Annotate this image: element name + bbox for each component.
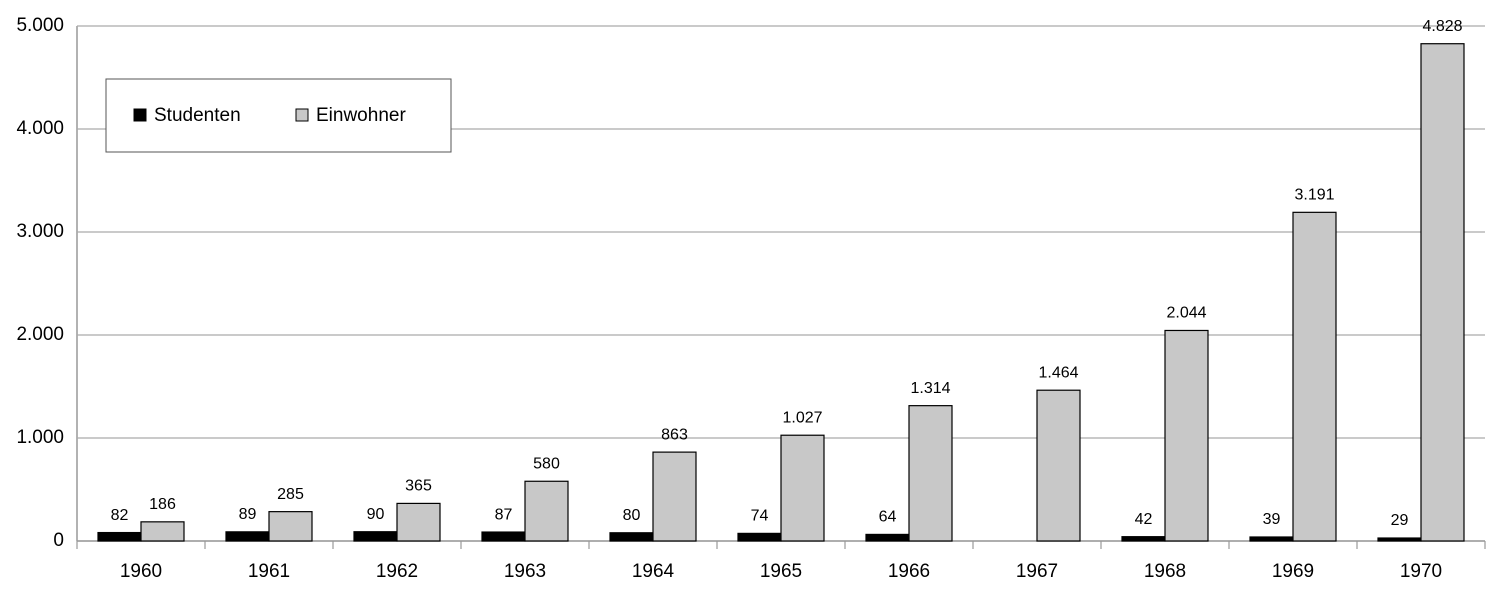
value-label: 1.314 xyxy=(910,380,950,397)
bar xyxy=(609,532,654,542)
y-tick-label: 0 xyxy=(53,530,64,551)
bar xyxy=(780,434,825,542)
value-label: 82 xyxy=(111,507,129,524)
value-label: 365 xyxy=(405,478,432,495)
legend-label: Studenten xyxy=(154,105,241,126)
y-tick-label: 5.000 xyxy=(16,15,64,36)
y-tick-label: 4.000 xyxy=(16,118,64,139)
x-tick-label: 1969 xyxy=(1272,561,1314,582)
bar xyxy=(652,451,697,542)
value-label: 1.464 xyxy=(1038,364,1078,381)
value-label: 39 xyxy=(1263,511,1281,528)
bar xyxy=(1377,537,1422,542)
legend-box xyxy=(105,78,452,153)
x-tick-label: 1963 xyxy=(504,561,546,582)
x-tick-label: 1965 xyxy=(760,561,802,582)
bar xyxy=(1164,329,1209,542)
value-label: 2.044 xyxy=(1166,305,1206,322)
legend-label: Einwohner xyxy=(316,105,406,126)
bar xyxy=(97,531,142,542)
value-label: 42 xyxy=(1135,511,1153,528)
x-tick-label: 1960 xyxy=(120,561,162,582)
bar xyxy=(353,531,398,542)
bar xyxy=(396,502,441,542)
value-label: 1.027 xyxy=(782,409,822,426)
bar xyxy=(524,480,569,542)
bar xyxy=(737,532,782,542)
value-label: 64 xyxy=(879,509,897,526)
bar xyxy=(140,521,185,542)
bar xyxy=(865,533,910,542)
value-label: 29 xyxy=(1391,512,1409,529)
value-label: 80 xyxy=(623,507,641,524)
y-tick-label: 2.000 xyxy=(16,324,64,345)
bar xyxy=(268,511,313,542)
x-tick-label: 1970 xyxy=(1400,561,1442,582)
x-tick-label: 1967 xyxy=(1016,561,1058,582)
value-label: 186 xyxy=(149,496,176,513)
bar xyxy=(1249,536,1294,542)
bar xyxy=(1420,43,1465,542)
value-label: 3.191 xyxy=(1294,187,1334,204)
value-label: 863 xyxy=(661,426,688,443)
value-label: 285 xyxy=(277,486,304,503)
bar xyxy=(1121,536,1166,542)
x-tick-label: 1966 xyxy=(888,561,930,582)
value-label: 580 xyxy=(533,455,560,472)
bar xyxy=(1292,211,1337,542)
bar xyxy=(908,405,953,542)
value-label: 87 xyxy=(495,506,513,523)
bar xyxy=(1036,389,1081,542)
y-tick-label: 1.000 xyxy=(16,427,64,448)
legend-swatch xyxy=(295,108,309,122)
x-tick-label: 1964 xyxy=(632,561,675,582)
bar xyxy=(225,531,270,542)
x-tick-label: 1962 xyxy=(376,561,418,582)
value-label: 74 xyxy=(751,508,769,525)
value-label: 90 xyxy=(367,506,385,523)
x-tick-label: 1968 xyxy=(1144,561,1186,582)
x-tick-label: 1961 xyxy=(248,561,290,582)
value-label: 4.828 xyxy=(1422,18,1462,35)
legend-swatch xyxy=(133,108,147,122)
value-label: 89 xyxy=(239,506,257,523)
bar xyxy=(481,531,526,542)
y-tick-label: 3.000 xyxy=(16,221,64,242)
